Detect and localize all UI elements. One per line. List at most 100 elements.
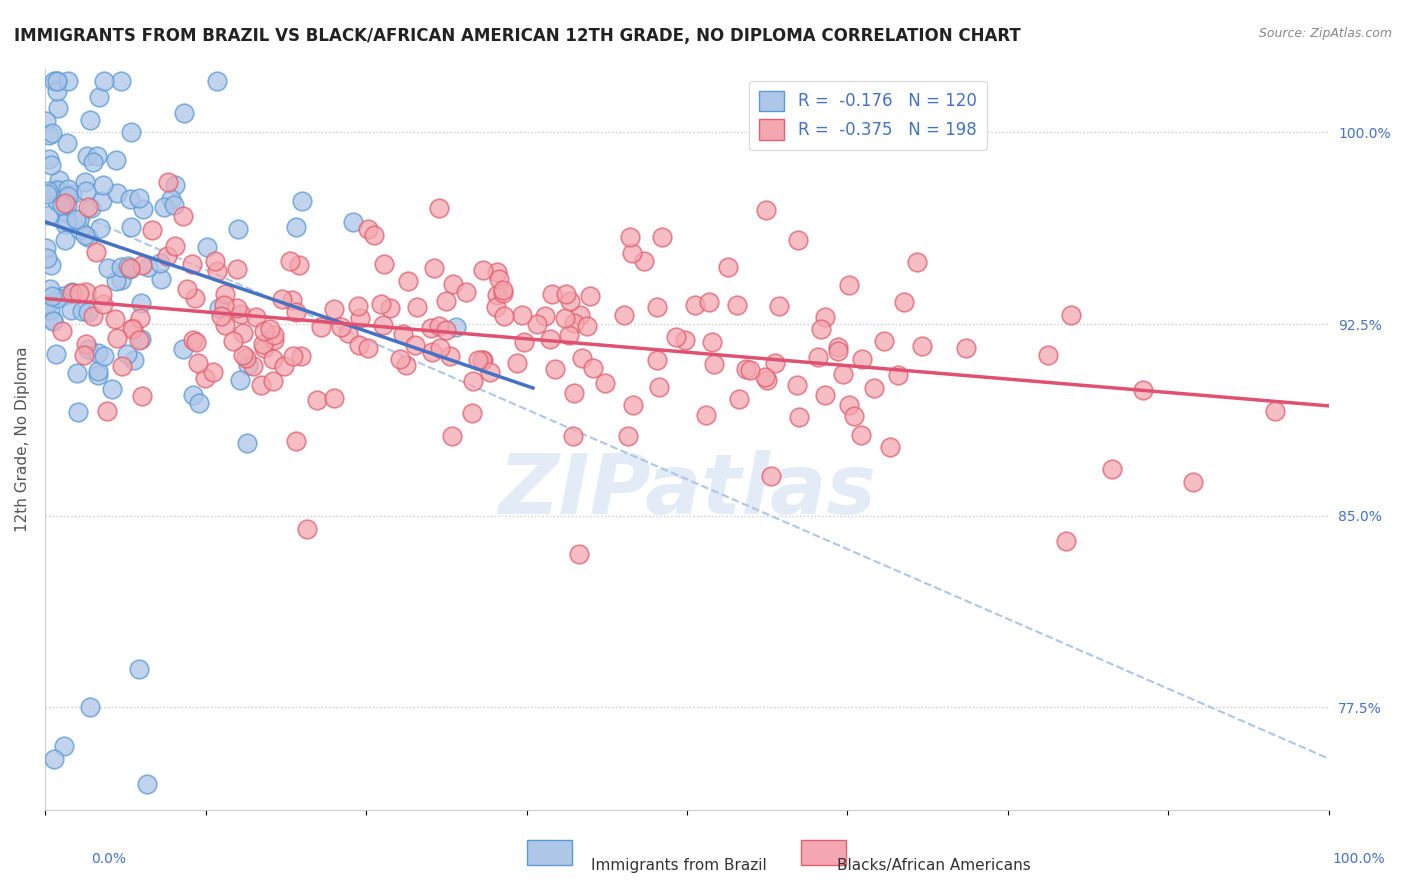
Point (77, 304, 100, 318)
Point (165, 178, 187, 192)
Point (37, 297, 59, 311)
Point (181, 388, 204, 402)
Point (91, 287, 114, 301)
Point (569, 308, 592, 322)
Point (42, 751, 65, 765)
Point (395, 358, 418, 372)
Point (357, 341, 380, 355)
Point (342, 215, 364, 229)
Point (176, 282, 198, 296)
Point (205, 264, 228, 278)
Point (117, 259, 139, 273)
Point (323, 301, 346, 316)
Point (347, 299, 370, 313)
Point (540, 286, 562, 301)
Text: 100.0%: 100.0% (1333, 852, 1385, 866)
Point (45, 347, 67, 361)
Point (288, 258, 311, 272)
Point (93, 349, 115, 363)
Point (44, 182, 66, 196)
Point (184, 335, 207, 350)
Point (214, 286, 236, 301)
Point (290, 349, 312, 363)
Point (832, 367, 855, 381)
Point (434, 323, 457, 337)
Text: ZIPatlas: ZIPatlas (498, 450, 876, 532)
Point (467, 353, 489, 368)
Point (613, 308, 636, 322)
Point (284, 220, 307, 235)
Point (349, 310, 371, 325)
Point (488, 272, 510, 286)
Point (717, 260, 740, 275)
Point (506, 356, 529, 370)
Point (576, 319, 599, 334)
Point (53, 233, 76, 247)
Point (62, 815, 84, 830)
Point (70, 303, 93, 318)
Point (263, 333, 285, 347)
Point (305, 393, 328, 408)
Point (53, 217, 76, 231)
Point (46, 74, 69, 88)
Point (120, 192, 142, 206)
Point (827, 344, 849, 359)
Point (222, 334, 245, 348)
Point (82, 309, 104, 323)
Point (827, 340, 849, 354)
Point (150, 271, 173, 285)
Point (46, 292, 69, 306)
Point (1060, 309, 1083, 323)
Point (727, 392, 749, 406)
Point (202, 364, 225, 378)
Point (79, 112, 101, 127)
Point (110, 272, 132, 286)
Point (138, 260, 160, 274)
Point (396, 274, 419, 288)
Text: Immigrants from Brazil: Immigrants from Brazil (591, 858, 766, 873)
Point (80, 202, 103, 216)
Point (534, 310, 557, 324)
Point (250, 378, 273, 392)
Point (427, 202, 450, 216)
Point (645, 353, 668, 368)
Point (37, 296, 59, 310)
Point (619, 230, 641, 244)
Point (562, 429, 585, 443)
Point (236, 358, 259, 372)
Point (617, 428, 640, 442)
Point (404, 337, 426, 351)
Point (621, 398, 644, 412)
Point (55, 205, 77, 219)
Text: IMMIGRANTS FROM BRAZIL VS BLACK/AFRICAN AMERICAN 12TH GRADE, NO DIPLOMA CORRELAT: IMMIGRANTS FROM BRAZIL VS BLACK/AFRICAN … (14, 27, 1021, 45)
Point (53, 196, 76, 211)
Point (87, 364, 110, 378)
Point (56, 198, 79, 212)
Point (229, 373, 252, 387)
Point (232, 349, 254, 363)
Point (51, 324, 73, 338)
Point (756, 373, 779, 387)
Point (562, 386, 585, 401)
Point (187, 396, 209, 410)
Point (38, 303, 60, 318)
Point (120, 125, 142, 139)
Point (87, 346, 110, 360)
Point (38, 208, 60, 222)
Point (66, 405, 89, 419)
Point (423, 261, 446, 276)
Point (633, 254, 655, 268)
Y-axis label: 12th Grade, No Diploma: 12th Grade, No Diploma (15, 346, 30, 532)
Legend: R =  -0.176   N = 120, R =  -0.375   N = 198: R = -0.176 N = 120, R = -0.375 N = 198 (749, 80, 987, 150)
Point (204, 254, 226, 268)
Point (373, 257, 395, 271)
Point (46, 85, 69, 99)
Point (863, 381, 886, 395)
Point (212, 298, 235, 312)
Point (337, 326, 360, 341)
Point (754, 369, 776, 384)
Point (838, 398, 860, 412)
Point (128, 662, 150, 676)
Point (441, 428, 464, 442)
Point (513, 334, 536, 349)
